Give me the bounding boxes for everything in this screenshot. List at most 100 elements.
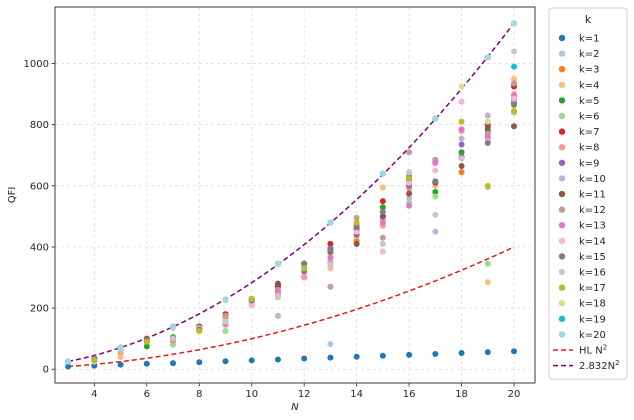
x-tick-label: 18 xyxy=(455,389,468,400)
data-point xyxy=(458,141,465,148)
data-point xyxy=(170,323,177,330)
data-point xyxy=(248,302,255,309)
data-point xyxy=(432,188,439,195)
data-point xyxy=(327,240,334,247)
data-point xyxy=(458,169,465,176)
legend-entry: k=1 xyxy=(579,34,600,45)
legend-entry: k=15 xyxy=(579,252,606,263)
x-tick-label: 6 xyxy=(144,389,150,400)
data-point xyxy=(143,338,150,345)
legend-marker xyxy=(558,97,566,104)
data-point xyxy=(327,341,334,348)
plot-frame xyxy=(54,6,536,384)
data-point xyxy=(327,254,334,261)
data-point xyxy=(406,202,413,209)
data-point xyxy=(327,262,334,269)
data-point xyxy=(379,234,386,241)
data-point xyxy=(432,178,439,185)
y-tick-label: 800 xyxy=(30,120,49,131)
data-point xyxy=(511,123,518,130)
y-tick-label: 200 xyxy=(30,304,49,315)
data-point xyxy=(458,126,465,133)
data-point xyxy=(484,140,491,147)
data-point xyxy=(379,184,386,191)
legend-entry: k=19 xyxy=(579,314,606,325)
y-tick-label: 1000 xyxy=(24,59,49,70)
data-point xyxy=(170,360,177,367)
data-point xyxy=(379,240,386,247)
data-point xyxy=(196,359,203,366)
data-point xyxy=(379,219,386,226)
legend-entry-main: 2.832N xyxy=(579,361,615,372)
legend-marker xyxy=(558,300,566,307)
y-tick-label: 0 xyxy=(43,365,49,376)
legend-entry: k=16 xyxy=(579,268,606,279)
data-point xyxy=(406,195,413,202)
legend-entry: k=9 xyxy=(579,158,600,169)
data-point xyxy=(406,190,413,197)
reference-curves xyxy=(67,22,515,368)
data-point xyxy=(432,167,439,174)
legend-marker xyxy=(558,284,566,291)
legend-marker xyxy=(558,50,566,57)
data-point xyxy=(222,312,229,319)
data-point xyxy=(327,354,334,361)
data-point xyxy=(458,155,465,162)
curve-line xyxy=(67,22,515,363)
legend-entry: k=17 xyxy=(579,283,606,294)
legend-marker xyxy=(558,112,566,120)
data-point xyxy=(432,350,439,357)
legend-entry: k=20 xyxy=(579,330,606,341)
legend-entry: k=3 xyxy=(579,65,600,76)
legend-entry: k=10 xyxy=(579,174,606,185)
legend-marker xyxy=(558,315,566,322)
data-point xyxy=(458,162,465,169)
data-point xyxy=(458,83,465,90)
legend-entry-superscript: 2 xyxy=(615,359,619,367)
x-tick-label: 20 xyxy=(508,389,521,400)
data-point xyxy=(484,112,491,119)
data-point xyxy=(511,48,518,55)
data-point xyxy=(484,182,491,189)
data-point xyxy=(274,260,281,267)
legend-title: k xyxy=(585,13,592,26)
data-point xyxy=(406,179,413,186)
x-axis-label: N xyxy=(291,402,299,413)
data-point xyxy=(511,75,518,82)
legend-marker xyxy=(558,222,566,229)
legend-entry: k=14 xyxy=(579,236,606,247)
legend-entry: k=13 xyxy=(579,221,606,232)
data-point xyxy=(222,296,229,303)
data-point xyxy=(301,355,308,362)
data-point xyxy=(432,211,439,218)
data-point xyxy=(432,115,439,122)
data-point xyxy=(484,124,491,131)
data-point xyxy=(511,63,518,70)
data-point xyxy=(379,170,386,177)
data-point xyxy=(143,343,150,350)
data-point xyxy=(327,219,334,226)
y-tick-label: 600 xyxy=(30,181,49,192)
data-point xyxy=(432,159,439,166)
legend-marker xyxy=(558,331,566,338)
data-point xyxy=(379,198,386,205)
data-point xyxy=(379,208,386,215)
data-point xyxy=(170,341,177,348)
data-point xyxy=(117,354,124,361)
legend-marker xyxy=(558,128,566,135)
legend-marker xyxy=(558,144,566,151)
data-point xyxy=(432,228,439,235)
data-point xyxy=(222,358,229,365)
legend-marker xyxy=(558,175,566,182)
x-tick-label: 10 xyxy=(245,389,258,400)
data-point xyxy=(143,360,150,367)
data-point xyxy=(222,318,229,325)
legend: k k=1 k=2 k=3 k=4 k=5 k=6 k=7 k=8 k=9 k=10 k=11 k=12… xyxy=(548,7,628,380)
data-point xyxy=(379,248,386,255)
x-tick-label: 16 xyxy=(403,389,416,400)
legend-marker xyxy=(558,159,566,166)
data-point xyxy=(91,357,98,364)
data-point xyxy=(327,283,334,290)
